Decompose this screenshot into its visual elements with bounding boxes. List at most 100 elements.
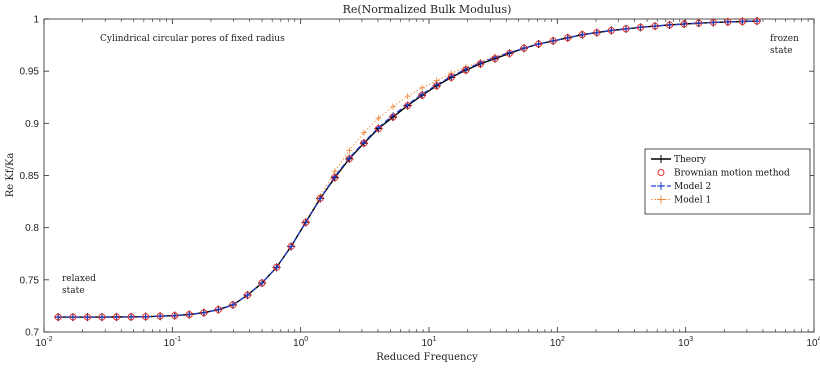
data-point xyxy=(724,18,731,25)
data-point xyxy=(345,155,353,163)
data-point xyxy=(243,291,251,299)
data-point xyxy=(622,25,629,32)
data-point xyxy=(710,19,717,26)
data-point xyxy=(390,103,397,110)
data-point xyxy=(375,115,382,122)
data-point xyxy=(244,292,251,299)
data-point xyxy=(157,313,164,320)
data-point xyxy=(549,37,557,45)
legend-label: Model 1 xyxy=(674,196,711,206)
data-point xyxy=(607,26,615,34)
y-tick-label: 0.75 xyxy=(20,275,40,286)
data-point xyxy=(55,314,62,321)
data-point xyxy=(98,314,105,321)
data-point xyxy=(404,93,411,100)
y-tick-label: 0.9 xyxy=(25,119,39,130)
data-point xyxy=(287,242,295,250)
axis-ticks: 10-2 10-1 100 101 102 103 104 0.7 0.75 0.8 0.85 0.9… xyxy=(20,15,820,350)
legend-marker xyxy=(657,182,665,190)
data-point xyxy=(666,21,673,28)
annotation-frozen: frozen xyxy=(770,34,799,44)
data-point xyxy=(535,40,543,48)
data-point xyxy=(695,20,702,27)
data-point xyxy=(186,311,193,318)
data-point xyxy=(462,66,470,74)
data-point xyxy=(753,17,761,25)
data-point xyxy=(215,306,222,313)
data-point xyxy=(331,174,339,182)
data-point xyxy=(83,313,91,321)
legend-marker xyxy=(657,195,665,204)
x-tick-label: 10-2 xyxy=(35,336,52,349)
data-point xyxy=(520,44,528,52)
series-brownian-motion-method xyxy=(54,17,761,321)
legend-entry: Theory xyxy=(651,155,707,165)
legend-marker xyxy=(657,169,665,176)
legend-label: Brownian motion method xyxy=(674,169,790,179)
data-point xyxy=(433,82,441,90)
data-point xyxy=(535,41,542,48)
data-point xyxy=(724,18,732,26)
data-point xyxy=(593,29,601,37)
x-tick-label: 104 xyxy=(806,336,820,349)
data-point xyxy=(273,264,280,271)
data-point xyxy=(753,18,760,25)
legend-entry: Brownian motion method xyxy=(657,169,790,179)
data-point xyxy=(637,23,645,31)
x-tick-label: 101 xyxy=(421,336,436,349)
data-point xyxy=(418,91,426,99)
data-point xyxy=(185,310,193,318)
y-tick-label: 0.8 xyxy=(25,223,39,234)
data-point xyxy=(419,84,426,91)
y-axis-label: Re Kf/Ka xyxy=(5,153,16,198)
data-point xyxy=(229,301,237,309)
data-point xyxy=(695,19,703,27)
x-tick-label: 102 xyxy=(550,336,565,349)
data-point xyxy=(171,312,179,320)
data-point xyxy=(69,314,76,321)
data-point xyxy=(404,102,412,110)
y-tick-label: 1 xyxy=(33,15,39,26)
legend-label: Model 2 xyxy=(674,182,711,192)
x-axis-label: Reduced Frequency xyxy=(376,352,478,363)
data-point xyxy=(171,312,178,319)
data-point xyxy=(112,313,120,321)
data-point xyxy=(564,34,572,42)
data-point xyxy=(98,313,106,321)
data-point xyxy=(578,31,586,39)
x-tick-label: 100 xyxy=(293,336,308,349)
data-point xyxy=(709,18,717,26)
data-point xyxy=(302,219,309,226)
data-point xyxy=(360,129,367,136)
data-point xyxy=(316,194,324,202)
legend-entry: Model 2 xyxy=(651,182,711,192)
data-point xyxy=(476,60,484,68)
data-point xyxy=(360,139,368,147)
data-point xyxy=(229,301,236,308)
data-point xyxy=(579,31,586,38)
data-point xyxy=(505,49,513,57)
data-point xyxy=(739,18,746,25)
data-point xyxy=(681,21,688,28)
data-point xyxy=(491,55,499,63)
data-point xyxy=(317,195,324,202)
data-point xyxy=(273,263,281,271)
data-point xyxy=(447,73,455,81)
data-point xyxy=(127,313,135,321)
data-point xyxy=(652,23,659,30)
data-point xyxy=(608,27,615,34)
data-point xyxy=(54,313,62,321)
data-point xyxy=(666,21,674,29)
data-point xyxy=(374,125,382,133)
annotation-cylindrical-pores: Cylindrical circular pores of fixed radi… xyxy=(100,34,285,44)
legend-box xyxy=(644,148,811,215)
annotation-relaxed: relaxed xyxy=(62,274,96,284)
data-point xyxy=(200,309,208,317)
x-tick-label: 10-1 xyxy=(164,336,181,349)
data-point xyxy=(302,218,310,226)
data-point xyxy=(564,34,571,41)
series-model-2 xyxy=(55,18,760,321)
y-tick-label: 0.95 xyxy=(20,67,40,78)
chart-title: Re(Normalized Bulk Modulus) xyxy=(343,3,512,16)
